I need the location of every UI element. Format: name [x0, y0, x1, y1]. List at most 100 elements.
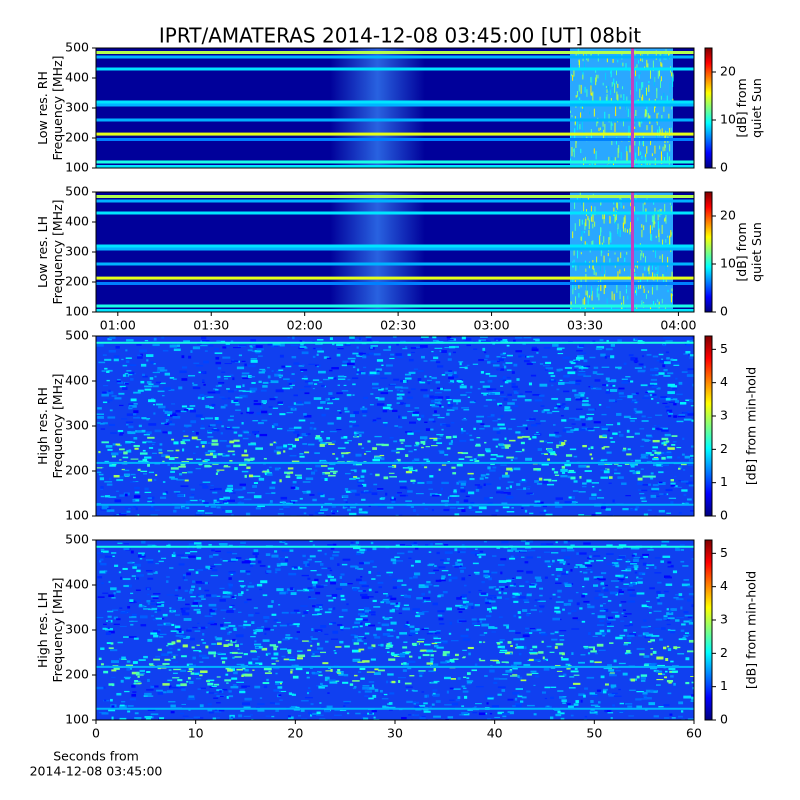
image-speck — [325, 356, 330, 358]
image-speck — [503, 624, 510, 627]
image-speck — [405, 623, 410, 626]
image-speck — [355, 541, 360, 544]
image-speck — [102, 401, 108, 404]
image-speck — [402, 416, 407, 419]
image-speck — [539, 594, 543, 597]
image-speck — [529, 627, 536, 630]
image-speck — [376, 489, 384, 491]
image-speck — [319, 606, 322, 608]
y-tick-label: 100 — [65, 508, 89, 523]
image-speck — [618, 556, 626, 559]
image-speck — [466, 602, 474, 606]
image-speck — [503, 365, 507, 369]
image-speck — [252, 431, 259, 434]
image-speck — [657, 664, 666, 667]
image-speck — [558, 675, 565, 678]
image-speck — [106, 370, 110, 373]
image-speck — [104, 699, 107, 702]
image-speck — [363, 396, 368, 399]
image-speck — [436, 631, 441, 635]
image-speck — [289, 384, 295, 386]
image-band — [96, 103, 694, 107]
image-speck — [340, 626, 344, 629]
image-speck — [513, 661, 522, 665]
image-speck — [640, 253, 642, 261]
image-speck — [147, 500, 152, 503]
image-speck — [367, 646, 374, 650]
image-speck — [648, 702, 656, 706]
image-speck — [576, 619, 581, 621]
image-speck — [290, 486, 296, 489]
image-speck — [625, 63, 627, 70]
image-speck — [624, 305, 626, 312]
image-speck — [98, 560, 102, 563]
image-speck — [571, 652, 574, 655]
image-speck — [166, 594, 175, 596]
image-speck — [310, 703, 314, 706]
image-speck — [469, 459, 473, 461]
image-speck — [136, 569, 141, 573]
image-speck — [255, 434, 260, 438]
image-speck — [522, 424, 528, 427]
image-speck — [204, 464, 211, 468]
image-speck — [128, 431, 136, 435]
image-speck — [675, 546, 679, 550]
image-speck — [439, 623, 445, 625]
image-speck — [333, 650, 336, 652]
image-speck — [297, 401, 302, 404]
image-speck — [376, 575, 381, 577]
image-speck — [567, 703, 571, 706]
image-speck — [290, 669, 294, 671]
image-speck — [450, 440, 453, 443]
image-speck — [600, 583, 604, 586]
image-speck — [596, 121, 598, 127]
image-speck — [603, 608, 609, 612]
image-speck — [236, 681, 245, 683]
image-speck — [646, 198, 648, 201]
image-speck — [681, 480, 689, 483]
image-speck — [147, 577, 154, 580]
image-speck — [612, 384, 616, 387]
image-speck — [126, 660, 131, 663]
image-speck — [311, 671, 315, 675]
image-speck — [324, 633, 329, 635]
image-speck — [460, 486, 464, 489]
image-speck — [253, 495, 262, 499]
image-speck — [475, 511, 483, 513]
image-speck — [172, 641, 176, 645]
image-speck — [671, 293, 673, 297]
image-speck — [486, 702, 489, 705]
image-speck — [460, 482, 466, 486]
image-speck — [665, 658, 669, 661]
image-speck — [648, 483, 652, 486]
image-speck — [221, 425, 224, 428]
image-speck — [428, 572, 436, 574]
image-speck — [627, 705, 633, 708]
image-speck — [557, 347, 565, 349]
image-speck — [549, 716, 554, 720]
image-speck — [373, 633, 377, 637]
image-speck — [153, 634, 159, 638]
image-speck — [342, 360, 349, 363]
image-speck — [506, 369, 512, 371]
image-speck — [607, 429, 611, 432]
image-speck — [626, 634, 635, 637]
image-speck — [388, 390, 393, 392]
image-speck — [680, 560, 685, 563]
image-speck — [261, 419, 268, 422]
image-speck — [622, 222, 624, 229]
image-speck — [382, 705, 387, 708]
image-speck — [353, 686, 357, 689]
image-speck — [168, 457, 175, 461]
image-speck — [414, 430, 421, 433]
image-speck — [342, 579, 345, 583]
image-speck — [106, 642, 112, 644]
image-speck — [642, 273, 644, 277]
image-speck — [384, 423, 388, 427]
image-speck — [307, 514, 310, 516]
image-speck — [405, 454, 409, 457]
image-speck — [238, 580, 244, 582]
image-speck — [643, 513, 649, 516]
image-speck — [491, 705, 499, 708]
image-speck — [390, 621, 397, 625]
